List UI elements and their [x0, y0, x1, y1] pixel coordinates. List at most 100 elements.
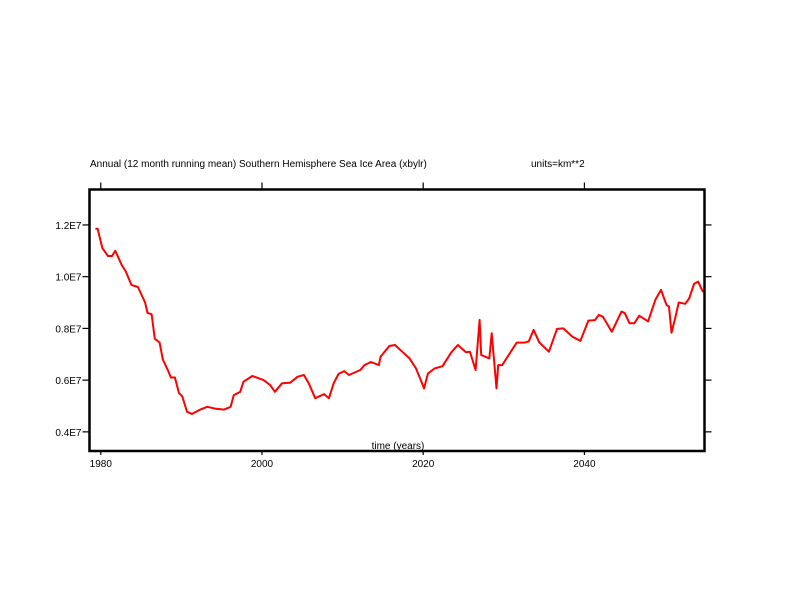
data-point — [620, 310, 623, 313]
data-point — [668, 305, 670, 308]
data-point — [623, 312, 626, 314]
data-point — [628, 322, 631, 325]
data-point — [654, 299, 657, 301]
data-point — [587, 319, 590, 322]
y-tick-label: 0.4E7 — [55, 428, 82, 439]
units-label: units=km**2 — [531, 159, 585, 170]
data-point — [394, 344, 396, 346]
data-point — [665, 304, 668, 306]
data-point — [178, 392, 180, 394]
data-point — [378, 364, 380, 366]
data-point — [181, 395, 183, 397]
data-point — [95, 228, 97, 230]
data-point — [602, 315, 604, 318]
chart-title: Annual (12 month running mean) Southern … — [90, 159, 427, 170]
data-point — [198, 409, 200, 411]
data-point — [478, 319, 481, 321]
data-point — [562, 327, 565, 330]
data-point — [469, 350, 471, 353]
data-point — [419, 379, 422, 381]
data-point — [223, 408, 225, 411]
data-point — [515, 341, 518, 344]
data-point — [579, 340, 582, 342]
y-tick-label: 0.8E7 — [55, 324, 82, 335]
data-point — [162, 358, 164, 361]
data-point — [457, 344, 459, 346]
data-point — [101, 247, 104, 250]
data-point — [495, 387, 498, 390]
data-point — [379, 356, 382, 358]
plot-frame — [88, 188, 706, 453]
data-point — [174, 376, 176, 379]
data-point — [370, 361, 372, 363]
data-point — [170, 376, 172, 379]
data-point — [359, 369, 362, 371]
x-axis-label: time (years) — [372, 441, 425, 452]
data-point — [214, 407, 217, 410]
data-point — [124, 270, 127, 273]
data-point — [114, 250, 117, 252]
data-point — [314, 397, 316, 400]
data-point — [289, 381, 292, 384]
data-point — [158, 341, 161, 344]
data-point — [146, 312, 149, 314]
data-point — [684, 303, 686, 305]
data-point — [538, 341, 541, 344]
data-point — [480, 354, 483, 356]
data-point — [501, 364, 503, 366]
data-points — [95, 228, 704, 415]
data-point — [251, 375, 254, 377]
data-point — [120, 264, 123, 266]
data-point — [232, 394, 235, 396]
x-tick-label: 1980 — [90, 459, 113, 470]
data-point — [423, 387, 425, 390]
x-tick-label: 2020 — [412, 459, 435, 470]
data-point — [660, 289, 662, 291]
data-point — [144, 301, 146, 304]
data-point — [441, 365, 444, 367]
data-point — [465, 351, 467, 353]
data-point — [548, 350, 550, 353]
data-point — [328, 397, 330, 400]
data-point — [674, 315, 677, 318]
data-point — [107, 255, 109, 257]
data-point — [388, 345, 391, 347]
data-point — [598, 314, 600, 316]
data-point — [269, 384, 271, 386]
data-point — [239, 390, 242, 393]
data-point — [166, 368, 169, 371]
data-point — [594, 319, 596, 321]
data-point — [262, 379, 265, 381]
data-point — [150, 313, 153, 315]
x-tick-label: 2000 — [251, 459, 274, 470]
data-point — [137, 286, 139, 288]
data-point — [693, 283, 695, 285]
data-point — [111, 255, 113, 257]
y-tick-label: 1.2E7 — [55, 221, 82, 232]
series-line — [95, 227, 704, 415]
data-point — [697, 280, 699, 283]
data-point — [332, 382, 335, 385]
data-point — [532, 329, 535, 331]
data-point — [450, 351, 453, 353]
data-point — [571, 335, 574, 338]
y-tick-label: 0.6E7 — [55, 376, 82, 387]
data-point — [415, 367, 417, 370]
data-point — [401, 350, 404, 353]
data-point — [337, 373, 340, 375]
data-point — [153, 337, 156, 340]
y-tick-label: 1.0E7 — [55, 273, 82, 284]
x-tick-label: 2040 — [573, 459, 596, 470]
data-point — [474, 369, 477, 371]
data-point — [191, 413, 193, 415]
data-point — [497, 364, 499, 366]
data-point — [638, 314, 641, 317]
data-point — [488, 357, 491, 360]
data-point — [611, 330, 613, 333]
data-point — [427, 372, 429, 375]
data-point — [229, 405, 232, 408]
data-point — [206, 405, 208, 408]
data-point — [307, 382, 310, 385]
data-point — [363, 364, 366, 366]
